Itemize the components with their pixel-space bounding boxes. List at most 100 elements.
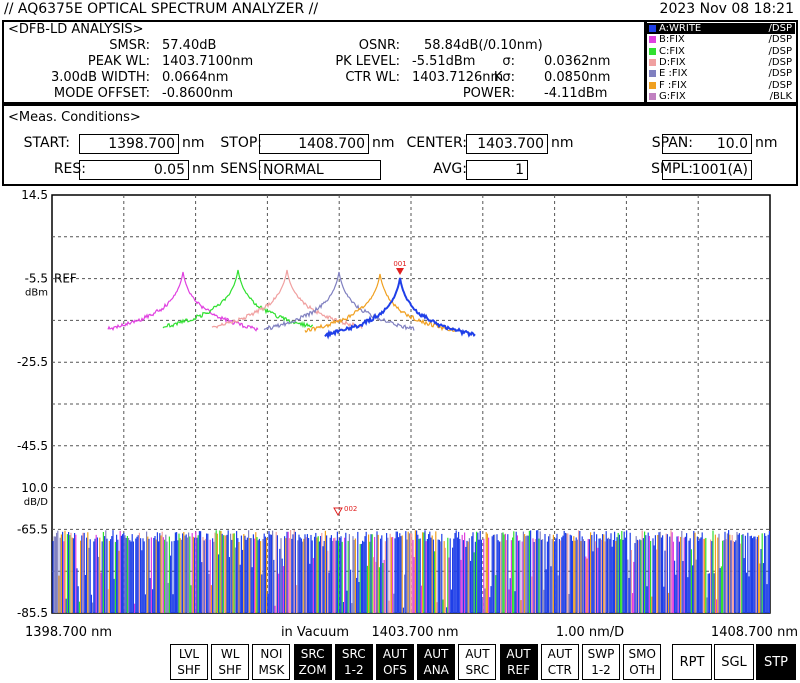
softkey[interactable]: AUT SRC: [458, 644, 497, 680]
trace-panel: A:WRITE/DSP B:FIX/DSP C:FIX/DSP D:FIX/DSP E …: [646, 20, 798, 104]
spectrum-trace: [304, 273, 456, 334]
trace-label: E :FIX: [659, 68, 688, 80]
trace-row[interactable]: E :FIX/DSP: [647, 68, 795, 79]
trace-row[interactable]: F :FIX/DSP: [647, 80, 795, 91]
softkey[interactable]: AUT OFS: [376, 644, 414, 680]
condition-field[interactable]: 10.0: [662, 134, 752, 154]
trace-swatch: [649, 47, 656, 55]
analysis-panel: <DFB-LD ANALYSIS> SMSR: 57.40dB OSNR: 58.84…: [2, 20, 646, 104]
analysis-value: -4.11dBm: [544, 86, 608, 101]
trace-row[interactable]: A:WRITE/DSP: [647, 23, 795, 34]
marker-label: 002: [344, 505, 357, 513]
softkey[interactable]: SMO OTH: [623, 644, 662, 680]
trace-swatch: [649, 81, 656, 89]
softkey[interactable]: NOI MSK: [252, 644, 291, 680]
analysis-label: σ:: [502, 54, 515, 69]
softkey[interactable]: LVL SHF: [170, 644, 208, 680]
softkey[interactable]: AUT CTR: [540, 644, 579, 680]
softkey[interactable]: AUT REF: [499, 644, 538, 680]
conditions-panel: <Meas. Conditions> START: 1398.700 nm STOP:…: [2, 104, 798, 186]
condition-field[interactable]: 1403.700: [466, 134, 548, 154]
analysis-value: 0.0664nm: [162, 70, 229, 85]
softkey-line: MSK: [258, 663, 285, 677]
softkey-line: SRC: [341, 647, 366, 661]
condition-label: CENTER:: [406, 135, 467, 151]
softkey-line: AUT: [424, 647, 449, 661]
trace-label: B:FIX: [659, 34, 685, 46]
x-label: 1398.700 nm: [25, 625, 112, 640]
condition-field[interactable]: 1398.700: [79, 134, 179, 154]
trace-mode: /DSP: [768, 79, 792, 91]
softkey-line: CTR: [547, 663, 572, 677]
condition-field[interactable]: 1408.700: [259, 134, 369, 154]
trace-swatch: [649, 36, 656, 44]
condition-field[interactable]: 0.05: [79, 160, 189, 180]
analysis-value: 57.40dB: [162, 38, 217, 53]
trace-swatch: [649, 25, 656, 32]
x-label: 1403.700 nm: [371, 625, 458, 640]
analysis-value: -0.8600nm: [162, 86, 234, 101]
scale-label: 10.0: [21, 481, 48, 495]
softkey[interactable]: SRC ZOM: [293, 644, 332, 680]
softkey-line: ZOM: [298, 663, 327, 677]
trace-row[interactable]: C:FIX/DSP: [647, 46, 795, 57]
condition-field[interactable]: 1001(A): [662, 160, 752, 180]
trace-swatch: [649, 58, 656, 66]
condition-field[interactable]: 1: [466, 160, 528, 180]
scale-unit: dB/D: [24, 497, 49, 508]
softkey-line: SHF: [177, 663, 201, 677]
analysis-title: <DFB-LD ANALYSIS>: [8, 22, 144, 37]
analysis-value: 1403.7126nm: [412, 70, 504, 85]
softkey[interactable]: WL SHF: [211, 644, 250, 680]
y-label: 14.5: [21, 188, 48, 202]
trace-mode: /DSP: [768, 23, 792, 34]
analysis-value: 58.84dB(/0.10nm): [424, 38, 543, 53]
spectrum-trace: [162, 269, 314, 329]
analysis-value: 1403.7100nm: [162, 54, 254, 69]
softkey-line: SRC: [465, 663, 490, 677]
trace-label: F :FIX: [659, 79, 687, 91]
softkey-line: 1-2: [591, 663, 611, 677]
y-label: -25.5: [17, 355, 48, 369]
spectrum-trace: [263, 271, 415, 331]
condition-unit: nm: [182, 135, 205, 151]
condition-field[interactable]: NORMAL: [259, 160, 381, 180]
softkey[interactable]: AUT ANA: [417, 644, 456, 680]
softkey-line: REF: [507, 663, 530, 677]
trace-label: D:FIX: [659, 56, 686, 68]
softkey-line: 1-2: [343, 663, 364, 677]
y-label: -85.5: [17, 606, 48, 620]
condition-label: RES:: [53, 161, 86, 177]
spectrum-trace: [324, 277, 476, 340]
softkey[interactable]: SWP 1-2: [582, 644, 620, 680]
x-label: 1408.700 nm: [711, 625, 798, 640]
softkey-line: SMO: [628, 647, 656, 661]
run-key[interactable]: SGL: [714, 644, 754, 680]
run-key[interactable]: RPT: [672, 644, 712, 680]
ref-label: REF: [54, 272, 77, 286]
analysis-label: CTR WL:: [345, 70, 400, 85]
marker: [396, 268, 404, 275]
trace-mode: /BLK: [769, 90, 792, 102]
trace-label: A:WRITE: [659, 23, 702, 34]
trace-row[interactable]: D:FIX/DSP: [647, 57, 795, 68]
run-key[interactable]: STP: [756, 644, 796, 680]
softkey[interactable]: SRC 1-2: [334, 644, 373, 680]
softkey-line: NOI: [260, 647, 283, 661]
x-label: in Vacuum: [281, 625, 349, 640]
analysis-value: 0.0850nm: [544, 70, 611, 85]
trace-swatch: [649, 92, 656, 100]
trace-row[interactable]: B:FIX/DSP: [647, 34, 795, 45]
analysis-label: PEAK WL:: [87, 54, 150, 69]
noise-floor: [52, 530, 771, 613]
softkey-line: SHF: [218, 663, 242, 677]
date: 2023 Nov 08 18:21: [659, 1, 794, 17]
condition-unit: nm: [551, 135, 574, 151]
unit-label: dBm: [25, 288, 48, 299]
trace-row[interactable]: G:FIX/BLK: [647, 91, 795, 102]
condition-label: AVG:: [433, 161, 467, 177]
condition-label: SMPL:: [651, 161, 693, 177]
analysis-value: -5.51dBm: [412, 54, 476, 69]
softkey-line: AUT: [382, 647, 408, 661]
condition-label: START:: [23, 135, 70, 151]
